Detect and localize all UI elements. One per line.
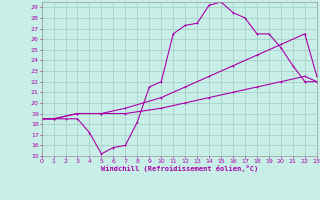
X-axis label: Windchill (Refroidissement éolien,°C): Windchill (Refroidissement éolien,°C) [100, 165, 258, 172]
